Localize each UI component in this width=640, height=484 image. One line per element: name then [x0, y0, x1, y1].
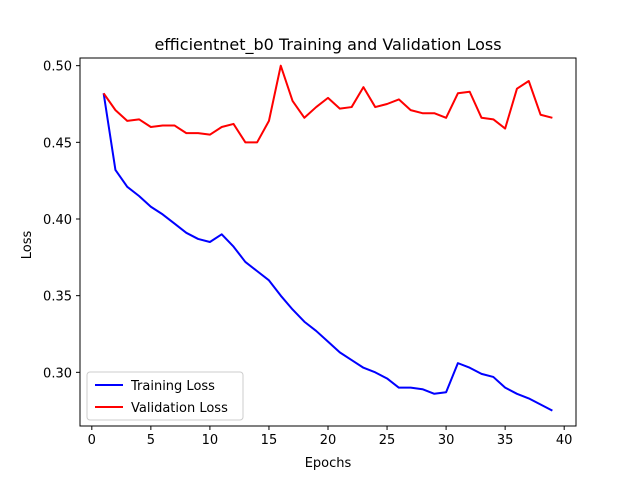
x-tick-label: 0 — [88, 433, 96, 448]
x-tick-label: 30 — [438, 433, 455, 448]
series-line-validation-loss — [102, 64, 553, 144]
y-tick-label: 0.35 — [43, 290, 72, 305]
legend-label: Training Loss — [130, 379, 215, 394]
x-tick-label: 20 — [320, 433, 337, 448]
plot-area: 0 5 10 15 20 25 30 35 40 0.30 0.35 0.40 0.45 0.50 Trai… — [43, 57, 577, 448]
y-tick-label: 0.40 — [43, 213, 72, 228]
y-tick-label: 0.50 — [43, 60, 72, 75]
x-axis-label: Epochs — [305, 456, 352, 471]
y-axis-label: Loss — [20, 231, 35, 260]
legend-label: Validation Loss — [131, 401, 228, 416]
y-tick-label: 0.45 — [43, 136, 72, 151]
x-tick-label: 10 — [202, 433, 219, 448]
x-tick-label: 15 — [261, 433, 278, 448]
x-tick-label: 35 — [497, 433, 514, 448]
x-tick-label: 40 — [556, 433, 573, 448]
y-tick-label: 0.30 — [43, 366, 72, 381]
x-tick-label: 25 — [379, 433, 396, 448]
series-line-training-loss — [102, 93, 553, 412]
x-tick-label: 5 — [147, 433, 155, 448]
chart-title: efficientnet_b0 Training and Validation … — [154, 35, 501, 55]
legend-box — [86, 371, 244, 421]
